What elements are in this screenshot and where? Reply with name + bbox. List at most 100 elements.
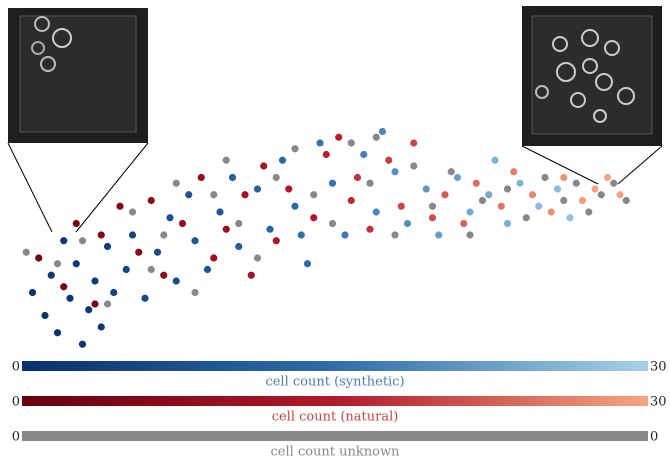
point (23, 249, 30, 256)
colorbar (22, 431, 648, 441)
point (541, 174, 548, 181)
point (348, 197, 355, 204)
well (20, 16, 136, 132)
colorbar-tick-label: 0 (12, 395, 20, 410)
point (191, 237, 198, 244)
point (323, 151, 330, 158)
point (391, 231, 398, 238)
point (610, 180, 617, 187)
point (479, 197, 486, 204)
point (604, 174, 611, 181)
point (166, 214, 173, 221)
point (185, 191, 192, 198)
point (73, 220, 80, 227)
point (54, 260, 61, 267)
colorbar-tick-label: 0 (650, 430, 658, 445)
point (410, 139, 417, 146)
point (441, 191, 448, 198)
point (60, 237, 67, 244)
point (254, 185, 261, 192)
point (223, 226, 230, 233)
point (460, 220, 467, 227)
point (160, 272, 167, 279)
point (335, 134, 342, 141)
point (173, 180, 180, 187)
point (598, 191, 605, 198)
point (48, 272, 55, 279)
point (285, 185, 292, 192)
inset-left (8, 8, 148, 232)
inset-right (522, 6, 662, 184)
point (429, 214, 436, 221)
point (310, 191, 317, 198)
point (135, 249, 142, 256)
point (454, 174, 461, 181)
point (329, 220, 336, 227)
point (554, 185, 561, 192)
point (585, 208, 592, 215)
point (504, 220, 511, 227)
point (291, 145, 298, 152)
point (404, 220, 411, 227)
point (591, 185, 598, 192)
point (616, 191, 623, 198)
point (79, 237, 86, 244)
point (110, 289, 117, 296)
point (373, 134, 380, 141)
point (373, 208, 380, 215)
point (116, 203, 123, 210)
colorbar-tick-label: 30 (650, 395, 667, 410)
point (510, 168, 517, 175)
point (254, 254, 261, 261)
point (273, 237, 280, 244)
colorbar-title: cell count (natural) (272, 410, 399, 425)
point (466, 231, 473, 238)
point (491, 157, 498, 164)
point (304, 260, 311, 267)
point (198, 174, 205, 181)
point (566, 214, 573, 221)
point (79, 341, 86, 348)
point (560, 197, 567, 204)
point (360, 151, 367, 158)
point (448, 168, 455, 175)
point (273, 174, 280, 181)
point (391, 168, 398, 175)
point (398, 203, 405, 210)
connector (522, 146, 598, 184)
point (148, 266, 155, 273)
point (29, 289, 36, 296)
point (366, 226, 373, 233)
well (532, 16, 652, 134)
point (223, 157, 230, 164)
point (91, 277, 98, 284)
point (385, 157, 392, 164)
point (98, 231, 105, 238)
point (266, 226, 273, 233)
point (129, 231, 136, 238)
point (485, 191, 492, 198)
connector (8, 143, 52, 232)
colorbar-tick-label: 30 (650, 360, 667, 375)
point (248, 272, 255, 279)
point (504, 185, 511, 192)
point (473, 180, 480, 187)
point (260, 162, 267, 169)
point (523, 214, 530, 221)
colorbar-title: cell count unknown (271, 445, 401, 457)
point (141, 295, 148, 302)
point (548, 208, 555, 215)
point (410, 162, 417, 169)
point (429, 203, 436, 210)
chart: 030cell count (synthetic)030cell count (… (0, 0, 670, 457)
point (216, 208, 223, 215)
point (498, 203, 505, 210)
point (54, 329, 61, 336)
colorbar (22, 361, 648, 371)
point (354, 174, 361, 181)
point (466, 208, 473, 215)
point (123, 266, 130, 273)
point (366, 180, 373, 187)
point (204, 266, 211, 273)
point (423, 185, 430, 192)
